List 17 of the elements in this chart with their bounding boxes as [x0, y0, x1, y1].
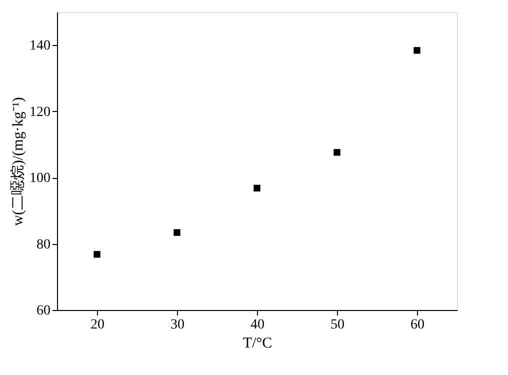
point: [174, 229, 180, 236]
x-tick-label: 30: [170, 318, 184, 332]
point: [94, 251, 100, 258]
x-axis-title: T/°C: [242, 336, 272, 352]
point: [334, 149, 340, 156]
x-tick-label: 50: [330, 318, 344, 332]
x-tick-label: 20: [90, 318, 104, 332]
point: [254, 184, 260, 192]
y-tick-label: 100: [30, 171, 50, 186]
x-tick-label: 60: [410, 318, 424, 332]
x-tick-label: 40: [250, 318, 264, 332]
point: [414, 47, 420, 54]
y-tick-label: 120: [30, 104, 50, 120]
y-tick-label: 60: [36, 304, 50, 318]
y-tick-label: 80: [36, 237, 50, 252]
y-axis-title: w(二噁烷)/(mg·kg⁻¹): [10, 97, 26, 226]
y-tick-label: 140: [30, 38, 50, 54]
